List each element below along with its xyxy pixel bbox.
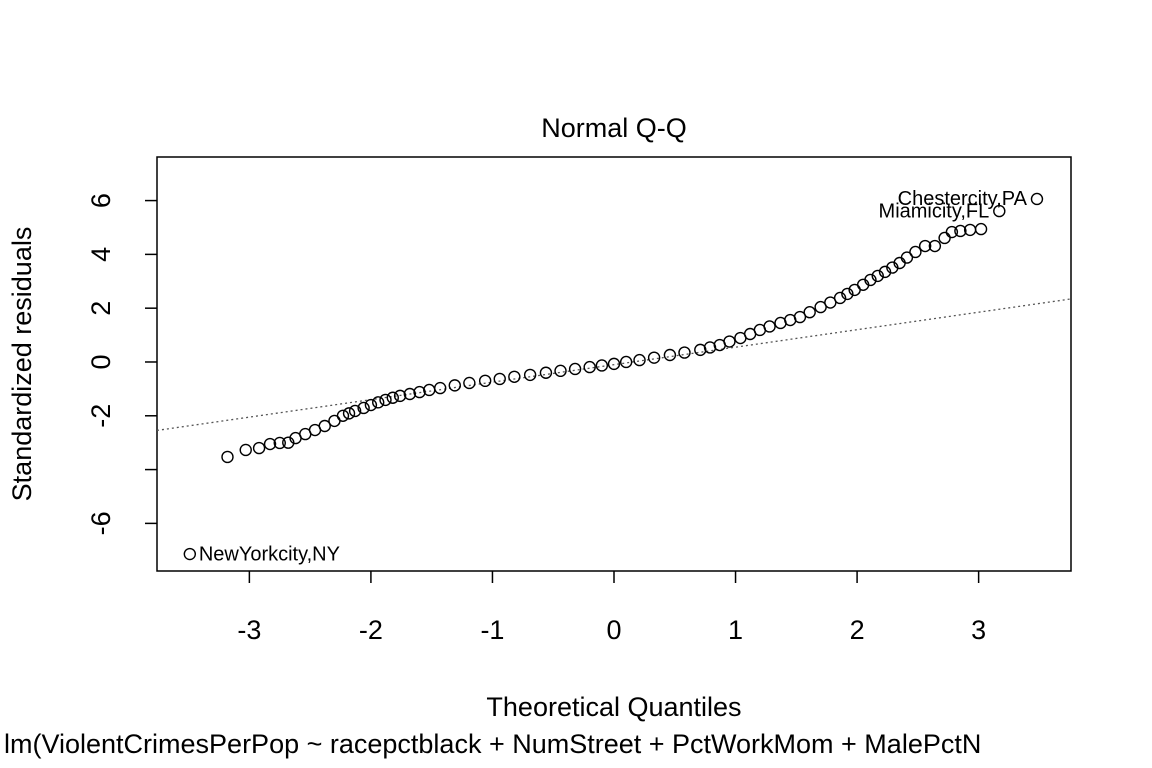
reference-line (156, 298, 1072, 432)
point (678, 346, 691, 359)
point (263, 437, 277, 451)
point (619, 355, 633, 369)
point (252, 441, 266, 455)
point (583, 360, 596, 374)
point (647, 351, 661, 364)
point (508, 370, 521, 383)
point (864, 273, 877, 287)
x-axis-label: Theoretical Quantiles (486, 692, 741, 722)
point (342, 407, 356, 420)
point (723, 335, 736, 348)
point (493, 372, 506, 386)
point (633, 353, 646, 367)
point (993, 204, 1006, 218)
point (221, 450, 234, 464)
point (918, 239, 932, 253)
point (833, 291, 847, 305)
y-tick-label: 6 (86, 193, 116, 208)
point (478, 374, 492, 388)
point (900, 251, 914, 264)
point (824, 296, 837, 309)
point (523, 368, 537, 382)
point-label: Chestercity,PA (898, 188, 1028, 210)
point (909, 245, 922, 259)
x-tick-label: 1 (728, 615, 743, 645)
x-tick-label: 2 (850, 615, 865, 645)
y-tick-label: 4 (86, 247, 116, 262)
point (974, 222, 988, 236)
x-tick-label: -1 (480, 615, 504, 645)
point (814, 300, 827, 314)
x-tick-label: 3 (971, 615, 986, 645)
point (595, 359, 609, 372)
point (663, 348, 677, 362)
point (463, 376, 476, 390)
point (413, 385, 426, 399)
point (928, 239, 942, 253)
point-label: Miamicity,FL (879, 200, 990, 222)
point (183, 547, 197, 561)
point (793, 310, 807, 324)
point (386, 391, 399, 404)
point (336, 409, 350, 422)
point (803, 306, 816, 319)
point (607, 357, 621, 371)
point (945, 225, 959, 239)
point (878, 265, 892, 279)
point (871, 269, 884, 283)
y-tick-label: -2 (86, 404, 116, 428)
point (318, 419, 331, 433)
point (393, 389, 407, 403)
point (403, 387, 417, 401)
point (433, 381, 447, 395)
y-axis-label: Standardized residuals (7, 227, 37, 502)
x-tick-label: -3 (237, 615, 261, 645)
y-tick-label: -6 (86, 511, 116, 535)
point (568, 362, 582, 376)
point (348, 404, 362, 418)
x-tick-label: -2 (359, 615, 383, 645)
point (954, 224, 967, 238)
subtitle: lm(ViolentCrimesPerPop ~ racepctblack + … (4, 729, 981, 759)
point (1030, 192, 1044, 206)
y-tick-label: 2 (86, 301, 116, 316)
point (379, 393, 392, 407)
point (239, 443, 252, 457)
point (357, 401, 370, 415)
point (372, 396, 385, 409)
point (554, 364, 567, 378)
point (763, 320, 776, 333)
chart-title: Normal Q-Q (541, 113, 687, 143)
point-label: NewYorkcity,NY (199, 543, 340, 565)
point (448, 379, 461, 392)
point (841, 287, 854, 301)
y-tick-label: 0 (86, 354, 116, 369)
point (364, 398, 378, 412)
x-tick-label: 0 (606, 615, 621, 645)
point (273, 436, 286, 450)
point (539, 366, 553, 379)
